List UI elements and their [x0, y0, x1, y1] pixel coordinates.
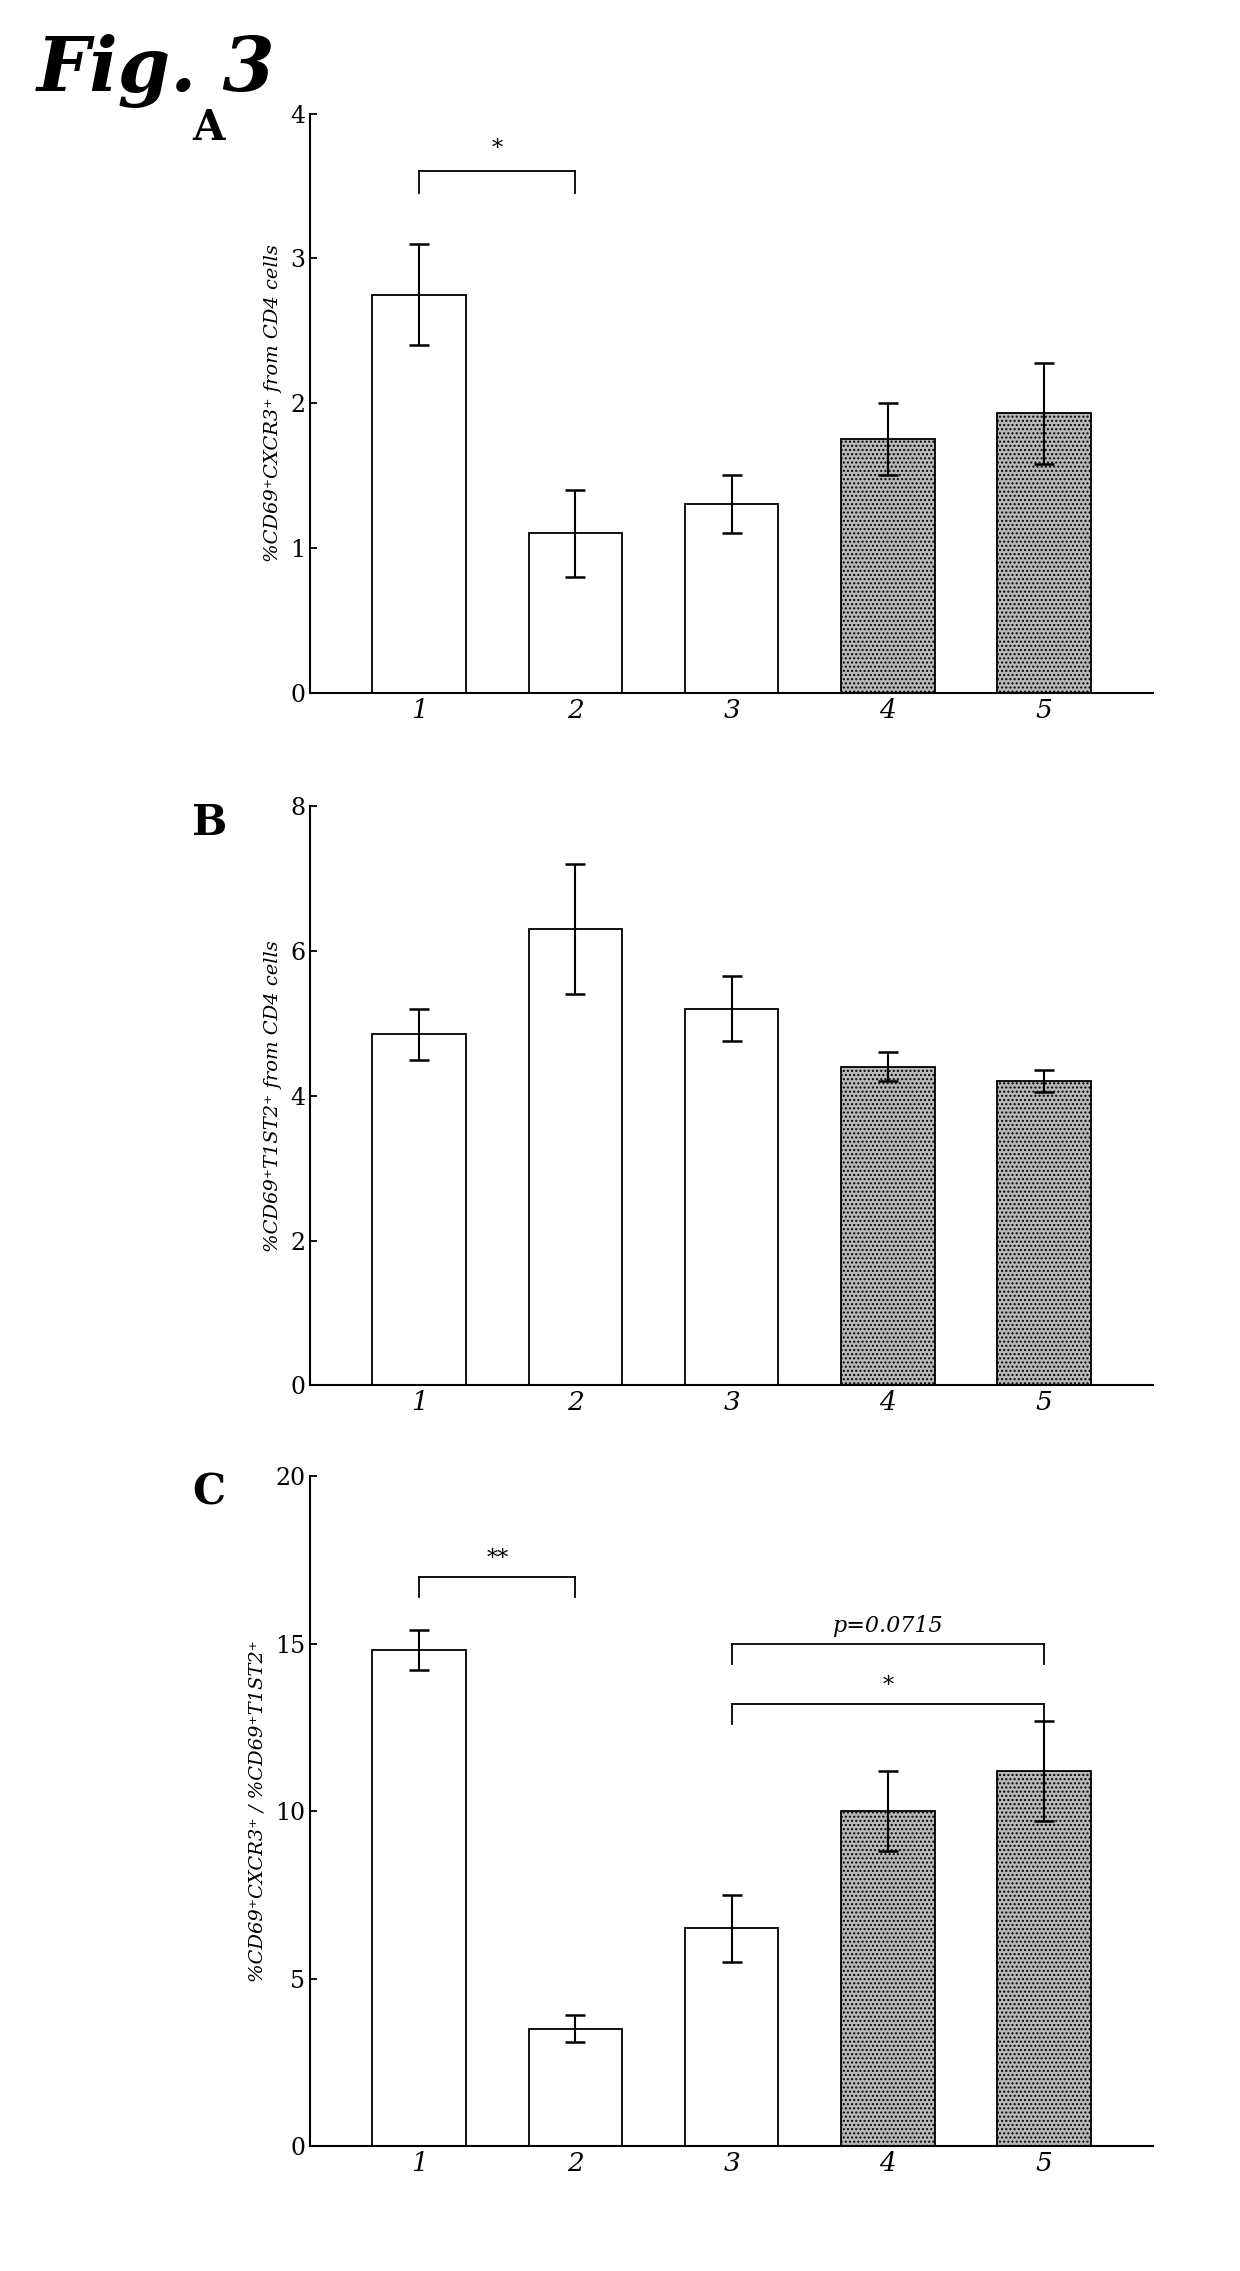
Bar [841, 1812, 935, 2146]
Bar [528, 929, 622, 1385]
Y-axis label: %CD69⁺CXCR3⁺ / %CD69⁺T1ST2⁺: %CD69⁺CXCR3⁺ / %CD69⁺T1ST2⁺ [249, 1640, 267, 1983]
Text: **: ** [486, 1549, 508, 1569]
Bar [372, 1033, 466, 1385]
Bar [997, 1771, 1091, 2146]
Bar [684, 1008, 779, 1385]
Bar [997, 413, 1091, 693]
Bar [684, 1928, 779, 2146]
Y-axis label: %CD69⁺CXCR3⁺ from CD4 cells: %CD69⁺CXCR3⁺ from CD4 cells [264, 245, 281, 561]
Text: A: A [192, 107, 224, 148]
Bar [372, 1651, 466, 2146]
Bar [372, 295, 466, 693]
Bar [528, 2028, 622, 2146]
Bar [997, 1081, 1091, 1385]
Text: Fig. 3: Fig. 3 [37, 34, 275, 109]
Text: C: C [192, 1472, 226, 1512]
Bar [528, 534, 622, 693]
Text: B: B [192, 802, 227, 843]
Text: *: * [492, 139, 503, 159]
Bar [841, 438, 935, 693]
Text: p=0.0715: p=0.0715 [832, 1615, 944, 1637]
Text: *: * [882, 1676, 893, 1696]
Bar [841, 1067, 935, 1385]
Bar [684, 504, 779, 693]
Y-axis label: %CD69⁺T1ST2⁺ from CD4 cells: %CD69⁺T1ST2⁺ from CD4 cells [264, 940, 281, 1251]
